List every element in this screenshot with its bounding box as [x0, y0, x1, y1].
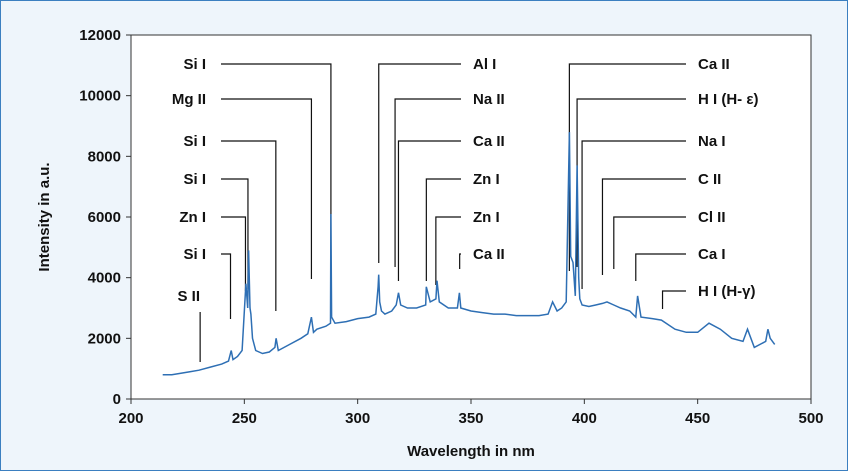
annotation-label: Cl II	[698, 209, 726, 226]
annotation-label: Si I	[183, 246, 206, 263]
y-tick-label: 8000	[88, 148, 121, 165]
annotation-label: Na I	[698, 133, 726, 150]
annotation-leader	[221, 63, 332, 269]
annotation-leader	[425, 178, 461, 281]
annotation-label: Ca II	[698, 56, 730, 73]
annotation-label: Mg II	[172, 91, 206, 108]
annotation-label: S II	[177, 288, 200, 305]
annotation-leader	[601, 178, 686, 275]
annotation-label: Ca I	[698, 246, 726, 263]
annotation-leader	[635, 253, 686, 281]
y-tick-label: 2000	[88, 330, 121, 347]
annotation-label: C II	[698, 171, 721, 188]
x-tick-label: 500	[798, 410, 823, 427]
x-tick-label: 200	[118, 410, 143, 427]
annotation-label: Ca II	[473, 246, 505, 263]
annotation-leader	[221, 140, 277, 311]
annotation-label: Si I	[183, 171, 206, 188]
annotation-label: Zn I	[473, 171, 500, 188]
x-axis-title: Wavelength in nm	[407, 443, 535, 460]
annotation-label: Zn I	[473, 209, 500, 226]
x-tick-label: 400	[572, 410, 597, 427]
annotation-label: H I (H-γ)	[698, 283, 756, 300]
annotation-leader	[378, 63, 461, 263]
x-tick-label: 250	[232, 410, 257, 427]
y-axis-ticks: 0 2000 4000 6000 8000 10000 12000	[79, 27, 131, 408]
x-tick-label: 450	[685, 410, 710, 427]
annotation-label: Al I	[473, 56, 496, 73]
annotation-leader	[613, 216, 686, 269]
annotation-leader	[459, 253, 461, 269]
annotation-leader	[221, 253, 232, 319]
y-tick-label: 12000	[79, 27, 121, 44]
annotation-label: Si I	[183, 56, 206, 73]
annotation-leader	[661, 290, 686, 309]
x-axis-ticks: 200 250 300 350 400 450 500	[118, 399, 824, 427]
annotation-label: H I (H- ε)	[698, 91, 758, 108]
x-tick-label: 300	[345, 410, 370, 427]
annotation-leader	[394, 98, 461, 267]
y-tick-label: 4000	[88, 270, 121, 287]
y-axis-title: Intensity in a.u.	[36, 162, 53, 271]
annotation-leader	[221, 98, 313, 279]
annotation-leader	[568, 63, 686, 271]
x-tick-label: 350	[458, 410, 483, 427]
annotation-leader	[221, 216, 247, 291]
annotation-leader	[397, 140, 461, 281]
annotation-label: Zn I	[179, 209, 206, 226]
y-tick-label: 6000	[88, 209, 121, 226]
y-tick-label: 0	[113, 391, 121, 408]
annotation-label: Ca II	[473, 133, 505, 150]
line-annotations: Si I Mg II Si I Si I Zn I Si I S II Al I Na II Ca…	[172, 56, 758, 362]
y-tick-label: 10000	[79, 88, 121, 105]
annotation-leader	[435, 216, 461, 285]
annotation-label: Si I	[183, 133, 206, 150]
annotation-label: Na II	[473, 91, 505, 108]
spectrum-series-line	[162, 132, 776, 376]
annotation-leader	[581, 140, 686, 289]
